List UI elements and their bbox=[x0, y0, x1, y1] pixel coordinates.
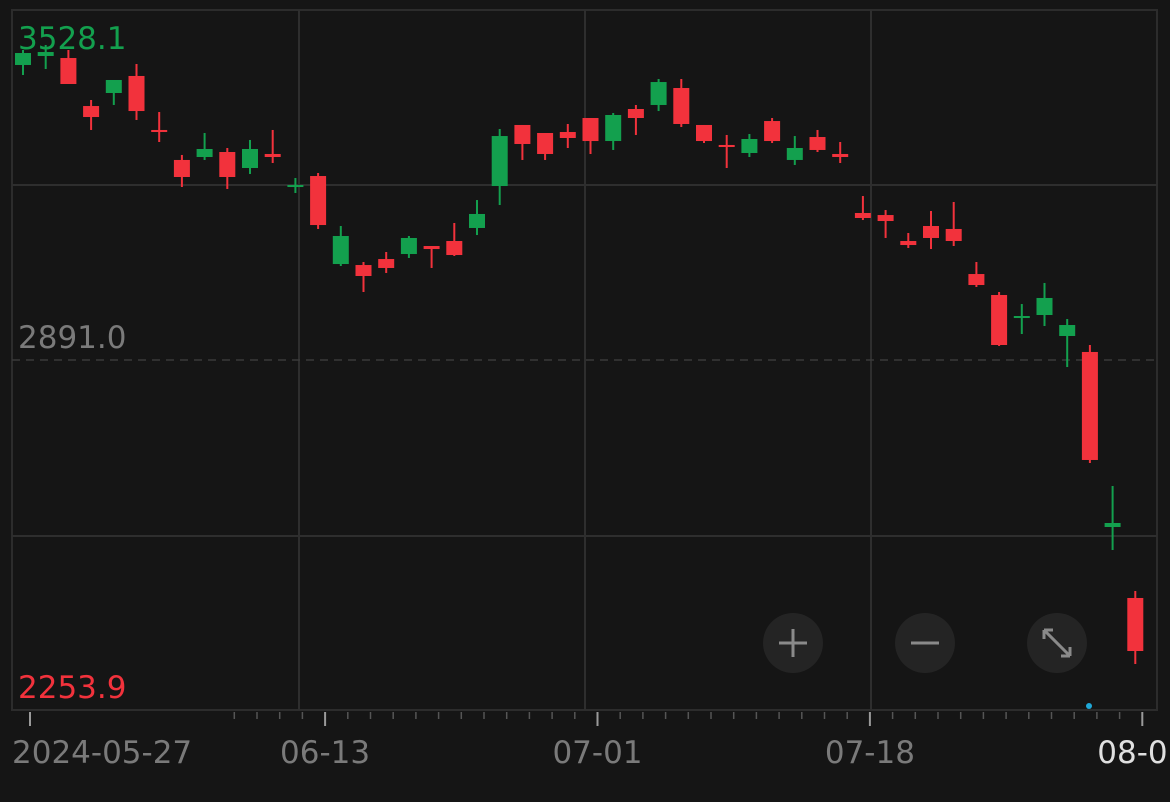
candle-body bbox=[37, 52, 54, 56]
y-tick-label: 2891.0 bbox=[18, 320, 126, 356]
candle-body bbox=[173, 159, 190, 178]
candle-body bbox=[446, 241, 463, 256]
candle-body bbox=[287, 185, 304, 188]
x-tick-label: 08-05 bbox=[1097, 735, 1170, 771]
zoom-out-button[interactable] bbox=[895, 613, 955, 673]
candle-body bbox=[786, 148, 803, 160]
candle-body bbox=[627, 108, 644, 119]
candle-body bbox=[196, 148, 213, 158]
y-tick-label: 2253.9 bbox=[18, 670, 126, 706]
candle-body bbox=[877, 215, 894, 222]
candle-body bbox=[673, 88, 690, 124]
candle-body bbox=[945, 228, 962, 242]
x-tick-label: 2024-05-27 bbox=[12, 735, 192, 771]
candle-body bbox=[605, 114, 622, 142]
candle-body bbox=[355, 265, 372, 277]
x-tick-label: 07-01 bbox=[552, 735, 642, 771]
candle-body bbox=[400, 237, 417, 255]
candle-body bbox=[60, 58, 77, 84]
candle-body bbox=[151, 129, 168, 133]
candle-body bbox=[514, 124, 531, 144]
candle-body bbox=[310, 176, 327, 226]
candle-body bbox=[832, 153, 849, 158]
y-tick-label: 3528.1 bbox=[18, 21, 126, 57]
candle-body bbox=[559, 132, 576, 139]
candle-body bbox=[1059, 325, 1076, 336]
candle-body bbox=[650, 82, 667, 105]
candle-body bbox=[105, 79, 122, 94]
candle-body bbox=[991, 295, 1008, 346]
candle-body bbox=[741, 138, 758, 153]
candle-body bbox=[469, 213, 485, 228]
candle-body bbox=[537, 133, 554, 154]
candle-body bbox=[923, 226, 939, 238]
fullscreen-button[interactable] bbox=[1027, 613, 1087, 673]
candle-body bbox=[968, 274, 985, 286]
candle-body bbox=[1081, 351, 1098, 460]
candle-body bbox=[491, 136, 508, 187]
candle-body bbox=[83, 106, 100, 118]
candle-body bbox=[242, 148, 258, 168]
candle-body bbox=[378, 259, 395, 268]
candle-body bbox=[1104, 522, 1121, 528]
candle-body bbox=[219, 152, 236, 178]
zoom-controls bbox=[763, 613, 1087, 673]
candle-body bbox=[1013, 315, 1030, 319]
candle-body bbox=[900, 241, 917, 246]
candle-body bbox=[764, 121, 781, 142]
candle-body bbox=[854, 212, 871, 218]
candle-body bbox=[696, 124, 712, 142]
x-tick-label: 07-18 bbox=[825, 735, 915, 771]
candle-body bbox=[582, 118, 599, 142]
candle-body bbox=[1036, 297, 1053, 316]
candle-body bbox=[264, 153, 281, 158]
candle-body bbox=[718, 144, 735, 148]
candle-body bbox=[809, 137, 826, 150]
candle-body bbox=[128, 75, 145, 112]
marker-dot bbox=[1086, 703, 1092, 709]
candle-body bbox=[423, 246, 440, 250]
candle-body bbox=[332, 236, 349, 265]
candle-body bbox=[15, 53, 31, 65]
candle-body bbox=[1127, 597, 1144, 651]
x-tick-label: 06-13 bbox=[280, 735, 370, 771]
zoom-in-button[interactable] bbox=[763, 613, 823, 673]
